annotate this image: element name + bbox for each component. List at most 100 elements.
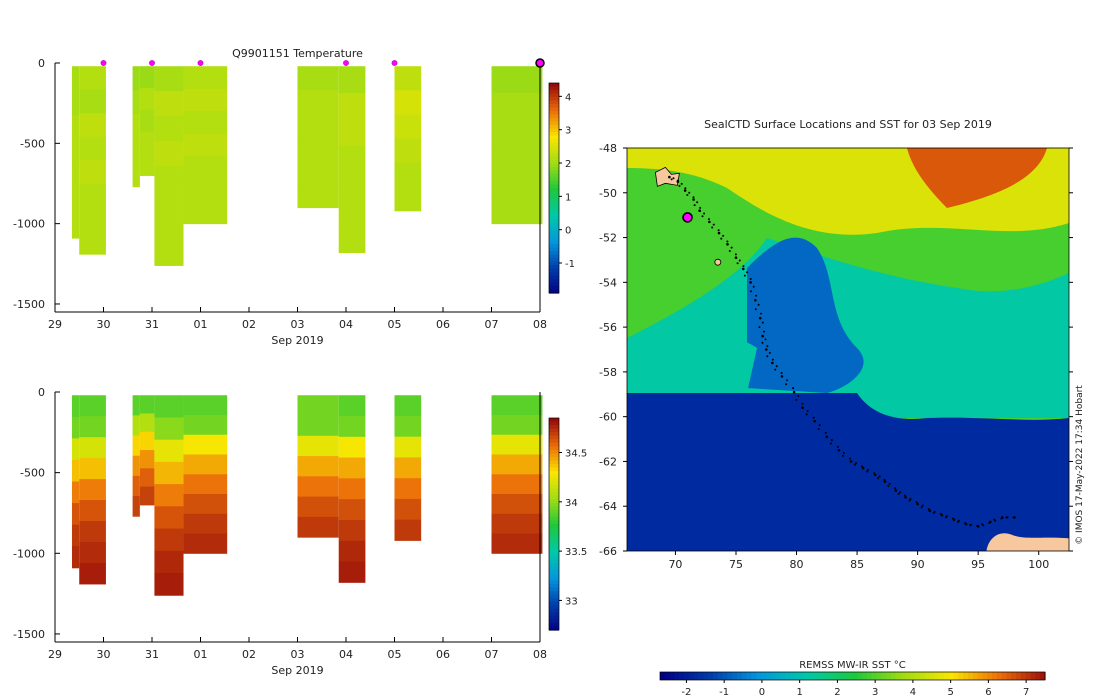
colorbar-segment [549,128,559,133]
x-tick-label: 03 [291,648,305,661]
track-point [817,427,820,430]
track-point [683,189,687,192]
sst-colorbar-segment [789,672,796,680]
track-point [792,387,795,390]
colorbar-segment [549,509,559,514]
profile-cell [154,550,184,574]
track-point [812,416,815,419]
profile-cell [183,156,228,180]
colorbar-segment [549,216,559,221]
sst-colorbar-segment [708,672,714,680]
colorbar-segment [549,209,559,214]
y-tick-label: 0 [38,386,45,399]
profile-cell [132,138,140,164]
track-point [855,462,858,465]
track-point [964,522,968,526]
colorbar-segment [549,202,559,207]
sst-colorbar-segment [814,672,820,680]
profile-cell [183,533,228,554]
colorbar-segment [549,548,559,553]
y-tick-label: -1500 [13,298,45,311]
sst-colorbar-segment [722,672,728,680]
profile-cell [71,66,80,92]
sst-colorbar-segment [958,672,964,680]
track-point [711,226,714,229]
profile-cell [338,66,366,94]
profile-cell [338,146,366,174]
x-tick-label: 04 [339,648,353,661]
profile-cell [338,395,366,417]
profile-cell [79,183,106,208]
colorbar-segment [549,594,559,599]
colorbar-segment [549,100,559,105]
profile-cell [71,164,80,190]
sst-colorbar-segment [948,672,955,680]
track-point [785,383,788,386]
track-point [920,506,923,509]
track-point [861,466,865,470]
colorbar-segment [549,601,559,606]
x-tick-label: 07 [485,318,499,331]
track-point [717,229,720,232]
sst-colorbar-segment [833,672,839,680]
profile-cell [71,139,80,165]
profile-cell [338,478,366,500]
track-point [867,468,870,471]
sst-colorbar-segment [809,672,815,680]
colorbar-segment [549,453,559,458]
track-point [766,355,769,358]
colorbar-segment [549,446,559,451]
profile-cell [132,496,140,517]
profile-cell [183,513,228,535]
colorbar-segment [549,506,559,511]
sst-colorbar-segment [660,672,666,680]
track-point [825,435,829,439]
colorbar-tick-label: -1 [565,259,575,270]
profile-marker [343,60,349,66]
track-point [842,452,845,455]
profile-cell [297,476,339,498]
track-point [775,365,778,368]
profile-marker [391,60,398,66]
colorbar-segment [549,577,559,582]
sst-colorbar-segment [838,672,844,680]
track-point [696,201,699,204]
colorbar-segment [549,555,559,560]
profile-cell [154,190,184,217]
profile-cell [297,184,339,209]
profile-cell [338,499,366,521]
sst-colorbar-tick-label: -1 [719,687,729,698]
colorbar-segment [549,531,559,536]
profile-cell [394,395,422,417]
map-y-tick-label: -56 [599,321,617,334]
track-point [755,294,758,297]
track-point [841,454,844,457]
track-point [830,439,833,442]
x-axis-label: Sep 2019 [271,334,323,347]
colorbar-segment [549,118,559,123]
track-point [736,262,739,265]
profile-cell [71,213,80,239]
sst-colorbar-segment [1006,672,1012,680]
profile-cell [71,115,80,141]
sst-colorbar-segment [910,672,916,680]
track-point [766,345,769,348]
colorbar-tick-label: 33 [565,596,578,607]
profile-cell [154,395,184,418]
plot-title: Q9901151 Temperature [232,47,363,60]
track-point [684,187,687,190]
profile-cell [297,516,339,538]
colorbar-segment [549,502,559,507]
profile-cell [491,197,543,225]
x-tick-label: 31 [145,318,159,331]
profile-cell [79,207,106,232]
profile-cell [491,533,543,554]
track-point [758,326,761,329]
colorbar-segment [549,125,559,130]
colorbar-tick-label: 34.5 [565,449,587,460]
sst-colorbar-segment [1011,672,1017,680]
profile-cell [338,457,366,479]
track-point [849,460,853,463]
track-point [878,475,881,478]
colorbar-segment [549,286,559,291]
